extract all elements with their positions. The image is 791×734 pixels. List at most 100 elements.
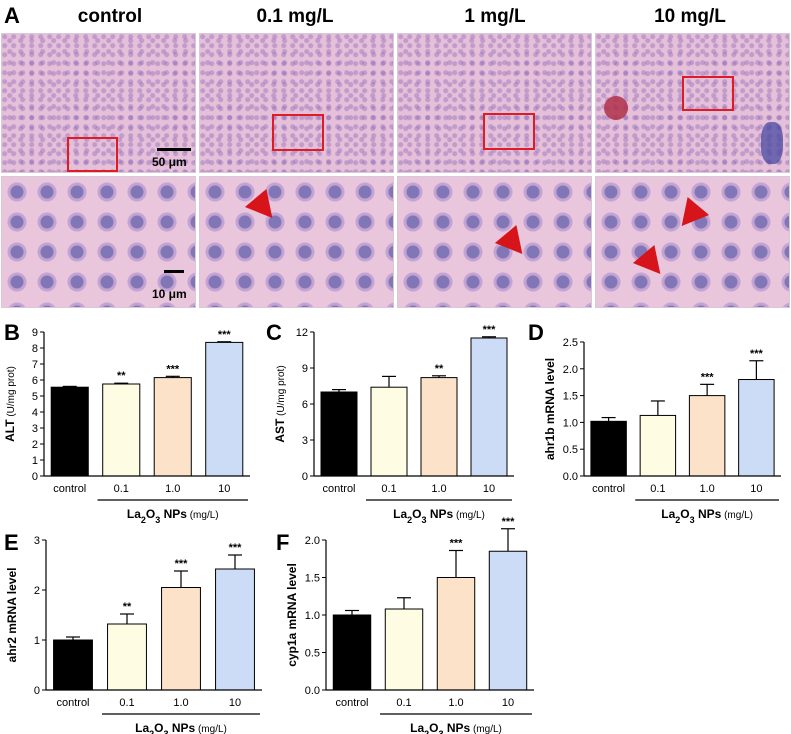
panel-letter: D bbox=[528, 320, 544, 345]
x-tick-label: 0.1 bbox=[119, 697, 134, 709]
red-cell-cluster bbox=[604, 96, 628, 120]
bar bbox=[53, 639, 93, 691]
x-tick-label: 1.0 bbox=[173, 697, 188, 709]
scale-label-10um: 10 μm bbox=[152, 287, 187, 301]
y-tick-label: 1.5 bbox=[563, 391, 578, 403]
chart-panel-f: F 0.0 0.5 1.0 1.5 2.0 cyp1a mRNA level control 0… bbox=[276, 516, 534, 734]
y-axis-label: ahr2 mRNA level bbox=[5, 568, 19, 663]
y-tick-label: 3 bbox=[302, 435, 308, 447]
x-tick-label: 1.0 bbox=[165, 483, 180, 495]
y-tick-label: 2.0 bbox=[563, 364, 578, 376]
bar bbox=[161, 587, 201, 691]
arrowhead-marker bbox=[632, 245, 672, 283]
y-tick-label: 12 bbox=[296, 327, 308, 339]
y-tick-label: 9 bbox=[32, 327, 38, 339]
y-tick-label: 0 bbox=[34, 685, 40, 697]
arrowhead-marker bbox=[494, 225, 534, 263]
x-tick-label: control bbox=[335, 697, 368, 709]
y-tick-label: 2.0 bbox=[305, 535, 320, 547]
x-axis-label: La2O3 NPs (mg/L) bbox=[661, 507, 753, 525]
y-tick-label: 0 bbox=[32, 471, 38, 483]
chart-panel-d: D 0.0 0.5 1.0 1.5 2.0 2.5 ahr1b mRNA level contr… bbox=[528, 320, 781, 525]
y-tick-label: 0.0 bbox=[563, 471, 578, 483]
panel-letter: B bbox=[4, 320, 20, 345]
x-tick-label: 0.1 bbox=[650, 483, 665, 495]
x-tick-label: control bbox=[322, 483, 355, 495]
scale-bar bbox=[157, 148, 191, 151]
y-axis-label: ahr1b mRNA level bbox=[543, 358, 557, 460]
y-tick-label: 1.5 bbox=[305, 573, 320, 585]
significance-label: ** bbox=[435, 363, 444, 375]
panel-letter: C bbox=[266, 320, 282, 345]
x-tick-label: 0.1 bbox=[114, 483, 129, 495]
bar bbox=[590, 420, 627, 477]
y-tick-label: 3 bbox=[32, 423, 38, 435]
x-tick-label: 10 bbox=[218, 483, 230, 495]
column-label-1: 1 mg/L bbox=[464, 6, 526, 27]
y-tick-label: 4 bbox=[32, 407, 38, 419]
y-tick-label: 0 bbox=[302, 471, 308, 483]
bar bbox=[688, 395, 726, 477]
x-tick-label: 1.0 bbox=[448, 697, 463, 709]
x-tick-label: 10 bbox=[750, 483, 762, 495]
chart-panel-e: E 0 1 2 3 ahr2 mRNA level control ** 0.1 *** 1.0 **… bbox=[4, 530, 262, 734]
bar bbox=[420, 377, 458, 477]
x-tick-label: 0.1 bbox=[396, 697, 411, 709]
x-axis-label: La2O3 NPs (mg/L) bbox=[410, 721, 502, 734]
panel-letter-a: A bbox=[4, 3, 20, 28]
lymphocyte-cluster bbox=[761, 122, 783, 164]
y-tick-label: 9 bbox=[302, 363, 308, 375]
y-tick-label: 6 bbox=[32, 375, 38, 387]
x-tick-label: 1.0 bbox=[699, 483, 714, 495]
significance-label: *** bbox=[483, 324, 497, 336]
bar bbox=[215, 568, 255, 691]
significance-label: *** bbox=[218, 329, 232, 341]
x-axis-label: La2O3 NPs (mg/L) bbox=[135, 721, 227, 734]
bar bbox=[639, 414, 677, 477]
scale-label-50um: 50 μm bbox=[152, 155, 187, 169]
y-tick-label: 3 bbox=[34, 535, 40, 547]
roi-box bbox=[272, 114, 324, 151]
y-tick-label: 1.0 bbox=[563, 417, 578, 429]
significance-label: *** bbox=[701, 371, 715, 383]
micrograph-1-overview bbox=[397, 33, 592, 173]
roi-box bbox=[67, 137, 118, 172]
roi-box bbox=[682, 76, 734, 111]
micrograph-10-overview bbox=[595, 33, 790, 173]
y-tick-label: 8 bbox=[32, 343, 38, 355]
x-tick-label: control bbox=[56, 697, 89, 709]
micrograph-control-zoom: 10 μm bbox=[1, 176, 196, 308]
arrowhead-marker bbox=[244, 189, 284, 227]
micrograph-1-zoom bbox=[397, 176, 592, 308]
bar bbox=[205, 341, 244, 477]
y-tick-label: 1 bbox=[32, 455, 38, 467]
y-axis-label: ALT (U/mg prot) bbox=[3, 366, 17, 442]
significance-label: *** bbox=[175, 558, 189, 570]
significance-label: *** bbox=[750, 348, 764, 360]
bar bbox=[102, 383, 141, 477]
y-tick-label: 0.0 bbox=[305, 685, 320, 697]
micrograph-0-1-overview bbox=[199, 33, 394, 173]
significance-label: ** bbox=[117, 370, 126, 382]
y-tick-label: 2 bbox=[32, 439, 38, 451]
y-tick-label: 0.5 bbox=[563, 444, 578, 456]
panel-letter: F bbox=[276, 530, 289, 555]
bar bbox=[332, 614, 372, 691]
micrograph-0-1-zoom bbox=[199, 176, 394, 308]
bar bbox=[107, 623, 147, 691]
y-tick-label: 2 bbox=[34, 585, 40, 597]
y-tick-label: 1 bbox=[34, 635, 40, 647]
significance-label: ** bbox=[123, 601, 132, 613]
column-label-10: 10 mg/L bbox=[654, 6, 726, 27]
x-tick-label: 10 bbox=[229, 697, 241, 709]
bar bbox=[738, 379, 775, 477]
significance-label: *** bbox=[502, 516, 516, 528]
micrograph-control-overview: 50 μm bbox=[1, 33, 196, 173]
y-tick-label: 5 bbox=[32, 391, 38, 403]
x-tick-label: 0.1 bbox=[381, 483, 396, 495]
column-label-control: control bbox=[77, 6, 143, 27]
y-tick-label: 0.5 bbox=[305, 648, 320, 660]
significance-label: *** bbox=[229, 542, 243, 554]
bar bbox=[153, 377, 192, 477]
x-axis-label: La2O3 NPs (mg/L) bbox=[393, 507, 485, 525]
